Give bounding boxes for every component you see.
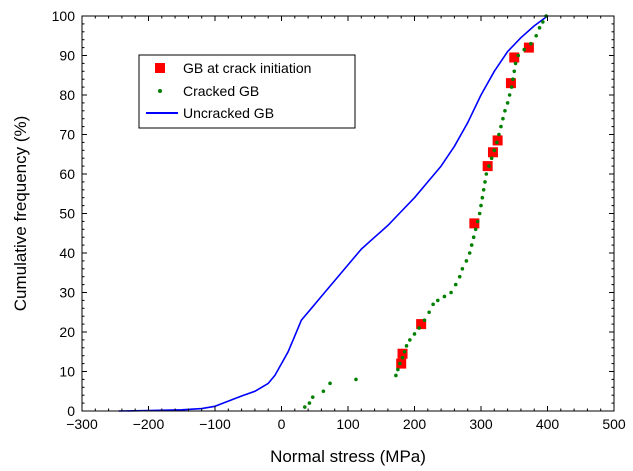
- cracked-gb-point: [534, 33, 538, 38]
- cracked-gb-point: [541, 20, 545, 24]
- y-tick-label: 50: [59, 206, 75, 222]
- x-tick-label: 500: [602, 416, 626, 432]
- legend-dot-marker: [158, 89, 162, 93]
- cracked-gb-point: [464, 259, 469, 263]
- cracked-gb-point: [492, 148, 497, 153]
- cracked-gb-point: [513, 61, 518, 66]
- cracked-gb-point: [307, 401, 312, 405]
- crack-initiation-marker: [397, 348, 408, 359]
- cracked-gb-point: [404, 344, 409, 348]
- cracked-gb-point: [505, 101, 510, 105]
- cracked-gb-point: [481, 188, 486, 192]
- y-tick-label: 0: [67, 403, 75, 419]
- cracked-gb-point: [512, 69, 517, 74]
- crack-initiation-marker: [487, 147, 498, 158]
- legend: GB at crack initiation Cracked GB Uncrac…: [138, 54, 356, 129]
- y-tick-label: 90: [59, 48, 75, 64]
- cracked-gb-point: [453, 282, 458, 287]
- cracked-gb-point: [427, 310, 431, 315]
- cracked-gb-point: [507, 93, 512, 97]
- cracked-gb-point: [400, 355, 405, 360]
- cracked-gb-point: [431, 302, 435, 307]
- y-tick-label: 80: [59, 87, 75, 103]
- cracked-gb-point: [480, 195, 485, 200]
- cracked-gb-point: [509, 85, 514, 89]
- plot-content: [118, 14, 548, 412]
- cracked-gb-point: [516, 53, 521, 58]
- cracked-gb-point: [321, 389, 326, 394]
- cracked-gb-point: [302, 405, 307, 409]
- cracked-gb-point: [529, 41, 533, 46]
- cracked-gb-point: [522, 47, 527, 52]
- crack-initiation-marker: [492, 135, 503, 146]
- cracked-gb-point: [477, 211, 482, 216]
- cracked-gb-point: [499, 124, 503, 129]
- cracked-gb-point: [511, 77, 515, 81]
- y-tick-label: 10: [59, 364, 75, 380]
- y-tick-label: 20: [59, 324, 75, 340]
- y-tick-label: 40: [59, 245, 75, 261]
- y-tick-label: 60: [59, 166, 75, 182]
- cracked-gb-point: [449, 290, 453, 295]
- cracked-gb-point: [501, 116, 505, 121]
- cracked-gb-point: [537, 26, 542, 30]
- cracked-gb-point: [435, 298, 440, 303]
- crack-initiation-marker: [509, 52, 520, 63]
- legend-box: [138, 54, 356, 129]
- cracked-gb-point: [473, 227, 478, 232]
- cracked-gb-point: [402, 349, 407, 354]
- cracked-gb-point: [484, 172, 489, 176]
- cracked-gb-point: [310, 395, 315, 399]
- x-tick-label: 400: [536, 416, 560, 432]
- cracked-gb-point: [328, 381, 332, 386]
- axis-tick-labels: −300 −200 −100 0 100 200 300 400 500 0 10 20 30 40 50 6…: [52, 8, 626, 432]
- axis-ticks: [81, 15, 615, 412]
- cracked-gb-point: [354, 377, 358, 382]
- y-tick-label: 100: [52, 8, 76, 24]
- legend-label-crack-initiation: GB at crack initiation: [183, 60, 311, 76]
- crack-initiation-marker: [469, 218, 480, 229]
- x-tick-label: 100: [336, 416, 360, 432]
- cracked-gb-point: [467, 251, 472, 255]
- cracked-gb-point: [503, 109, 507, 113]
- cracked-gb-point: [394, 373, 398, 378]
- cracked-gb-point: [460, 267, 465, 271]
- cracked-gb-point: [497, 132, 501, 137]
- cracked-gb-point: [412, 332, 417, 336]
- cracked-gb-point: [408, 338, 412, 342]
- cracked-gb-point: [396, 367, 400, 372]
- legend-label-uncracked: Uncracked GB: [183, 105, 274, 121]
- crack-initiation-marker: [523, 42, 534, 53]
- cracked-gb-point: [469, 243, 474, 247]
- cracked-gb-point: [475, 219, 480, 224]
- cracked-gb-point: [489, 156, 494, 160]
- cracked-gb-point: [479, 203, 483, 208]
- x-tick-label: −300: [66, 416, 98, 432]
- x-tick-label: −100: [199, 416, 231, 432]
- x-tick-label: 0: [278, 416, 286, 432]
- y-tick-label: 70: [59, 127, 75, 143]
- cracked-gb-point: [417, 326, 421, 330]
- cracked-gb-point: [398, 361, 402, 366]
- cracked-gb-point: [495, 140, 499, 145]
- x-tick-label: −200: [133, 416, 165, 432]
- uncracked-gb-line: [118, 15, 548, 412]
- cracked-gb-point: [422, 318, 427, 322]
- x-axis-title: Normal stress (MPa): [270, 447, 426, 466]
- cracked-gb-point: [483, 180, 487, 184]
- legend-square-marker: [155, 63, 165, 73]
- crack-initiation-marker: [505, 78, 516, 89]
- x-tick-label: 200: [403, 416, 427, 432]
- cracked-gb-point: [471, 235, 476, 239]
- legend-label-cracked: Cracked GB: [183, 83, 259, 99]
- crack-initiation-marker: [416, 319, 427, 330]
- y-axis-title: Cumulative frequency (%): [11, 116, 30, 312]
- cracked-gb-point: [487, 164, 491, 168]
- cracked-gb-point: [442, 294, 447, 299]
- x-tick-label: 300: [469, 416, 493, 432]
- y-tick-label: 30: [59, 285, 75, 301]
- cracked-gb-point: [457, 274, 462, 279]
